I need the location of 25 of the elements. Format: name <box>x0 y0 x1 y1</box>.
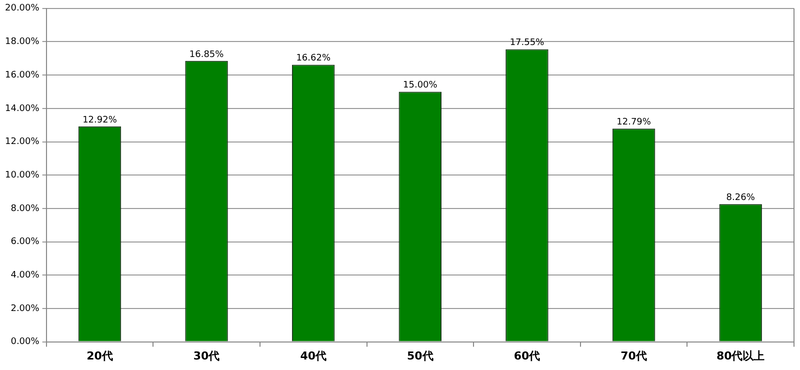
x-tick-label: 80代以上 <box>716 349 765 362</box>
y-tick-label: 16.00% <box>4 70 40 80</box>
y-tick-label: 4.00% <box>10 270 40 280</box>
y-tick-label: 14.00% <box>4 104 40 114</box>
data-label: 12.79% <box>616 117 652 128</box>
data-label: 8.26% <box>726 192 756 203</box>
y-tick-label: 0.00% <box>10 337 40 348</box>
data-label: 12.92% <box>82 115 118 126</box>
y-tick-label: 8.00% <box>10 204 40 214</box>
y-tick-label: 18.00% <box>4 37 40 48</box>
x-tick-label: 70代 <box>620 349 647 362</box>
x-tick-label: 30代 <box>193 349 220 362</box>
x-tick-label: 40代 <box>300 349 327 362</box>
y-tick-label: 12.00% <box>4 137 40 148</box>
data-label: 16.62% <box>296 54 331 64</box>
y-tick-label: 20.00% <box>4 4 40 14</box>
y-tick-label: 2.00% <box>10 304 40 314</box>
y-tick-label: 6.00% <box>10 237 40 248</box>
x-tick-label: 20代 <box>86 349 113 362</box>
data-label: 15.00% <box>402 80 438 91</box>
x-tick-label: 50代 <box>407 349 434 362</box>
y-tick-label: 10.00% <box>4 170 40 180</box>
data-label: 17.55% <box>510 38 545 48</box>
data-label: 16.85% <box>189 50 224 60</box>
x-tick-label: 60代 <box>514 349 540 362</box>
